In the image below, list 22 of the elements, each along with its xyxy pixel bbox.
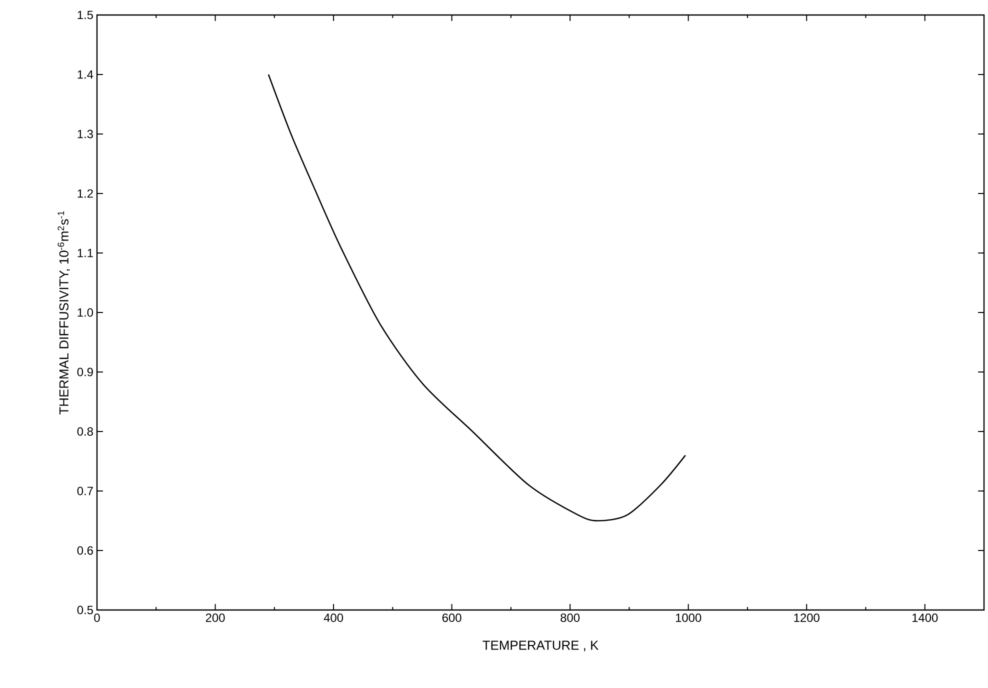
x-tick-label: 1000 <box>676 614 702 622</box>
y-tick-label: 0.7 <box>77 486 93 496</box>
x-tick-label: 600 <box>442 614 462 622</box>
y-tick-label: 1.5 <box>78 10 93 20</box>
x-tick-label: 0 <box>94 614 100 622</box>
x-tick-label: 1200 <box>794 614 820 622</box>
x-tick-label: 400 <box>324 614 344 622</box>
x-tick-label: 200 <box>206 614 225 622</box>
y-tick-label: 1.2 <box>78 189 93 198</box>
y-tick-label: 1.4 <box>78 70 94 79</box>
y-axis-title: THERMAL DIFFUSIVITY, 10$^{-6}$m$^{2}$s$^{-1}$ <box>58 211 70 414</box>
y-tick-label: 1.3 <box>78 130 93 138</box>
y-tick-label: 0.8 <box>77 427 93 436</box>
y-tick-label: 1.0 <box>78 308 94 317</box>
y-tick-label: 0.9 <box>77 368 93 376</box>
y-tick-label: 0.5 <box>77 606 93 614</box>
y-tick-label: 0.6 <box>77 546 93 555</box>
x-axis-title: TEMPERATURE , K <box>482 640 599 652</box>
line-series <box>268 74 686 522</box>
y-tick-label: 1.1 <box>78 248 93 258</box>
x-tick-label: 1400 <box>912 614 938 622</box>
x-tick-label: 800 <box>560 614 580 622</box>
